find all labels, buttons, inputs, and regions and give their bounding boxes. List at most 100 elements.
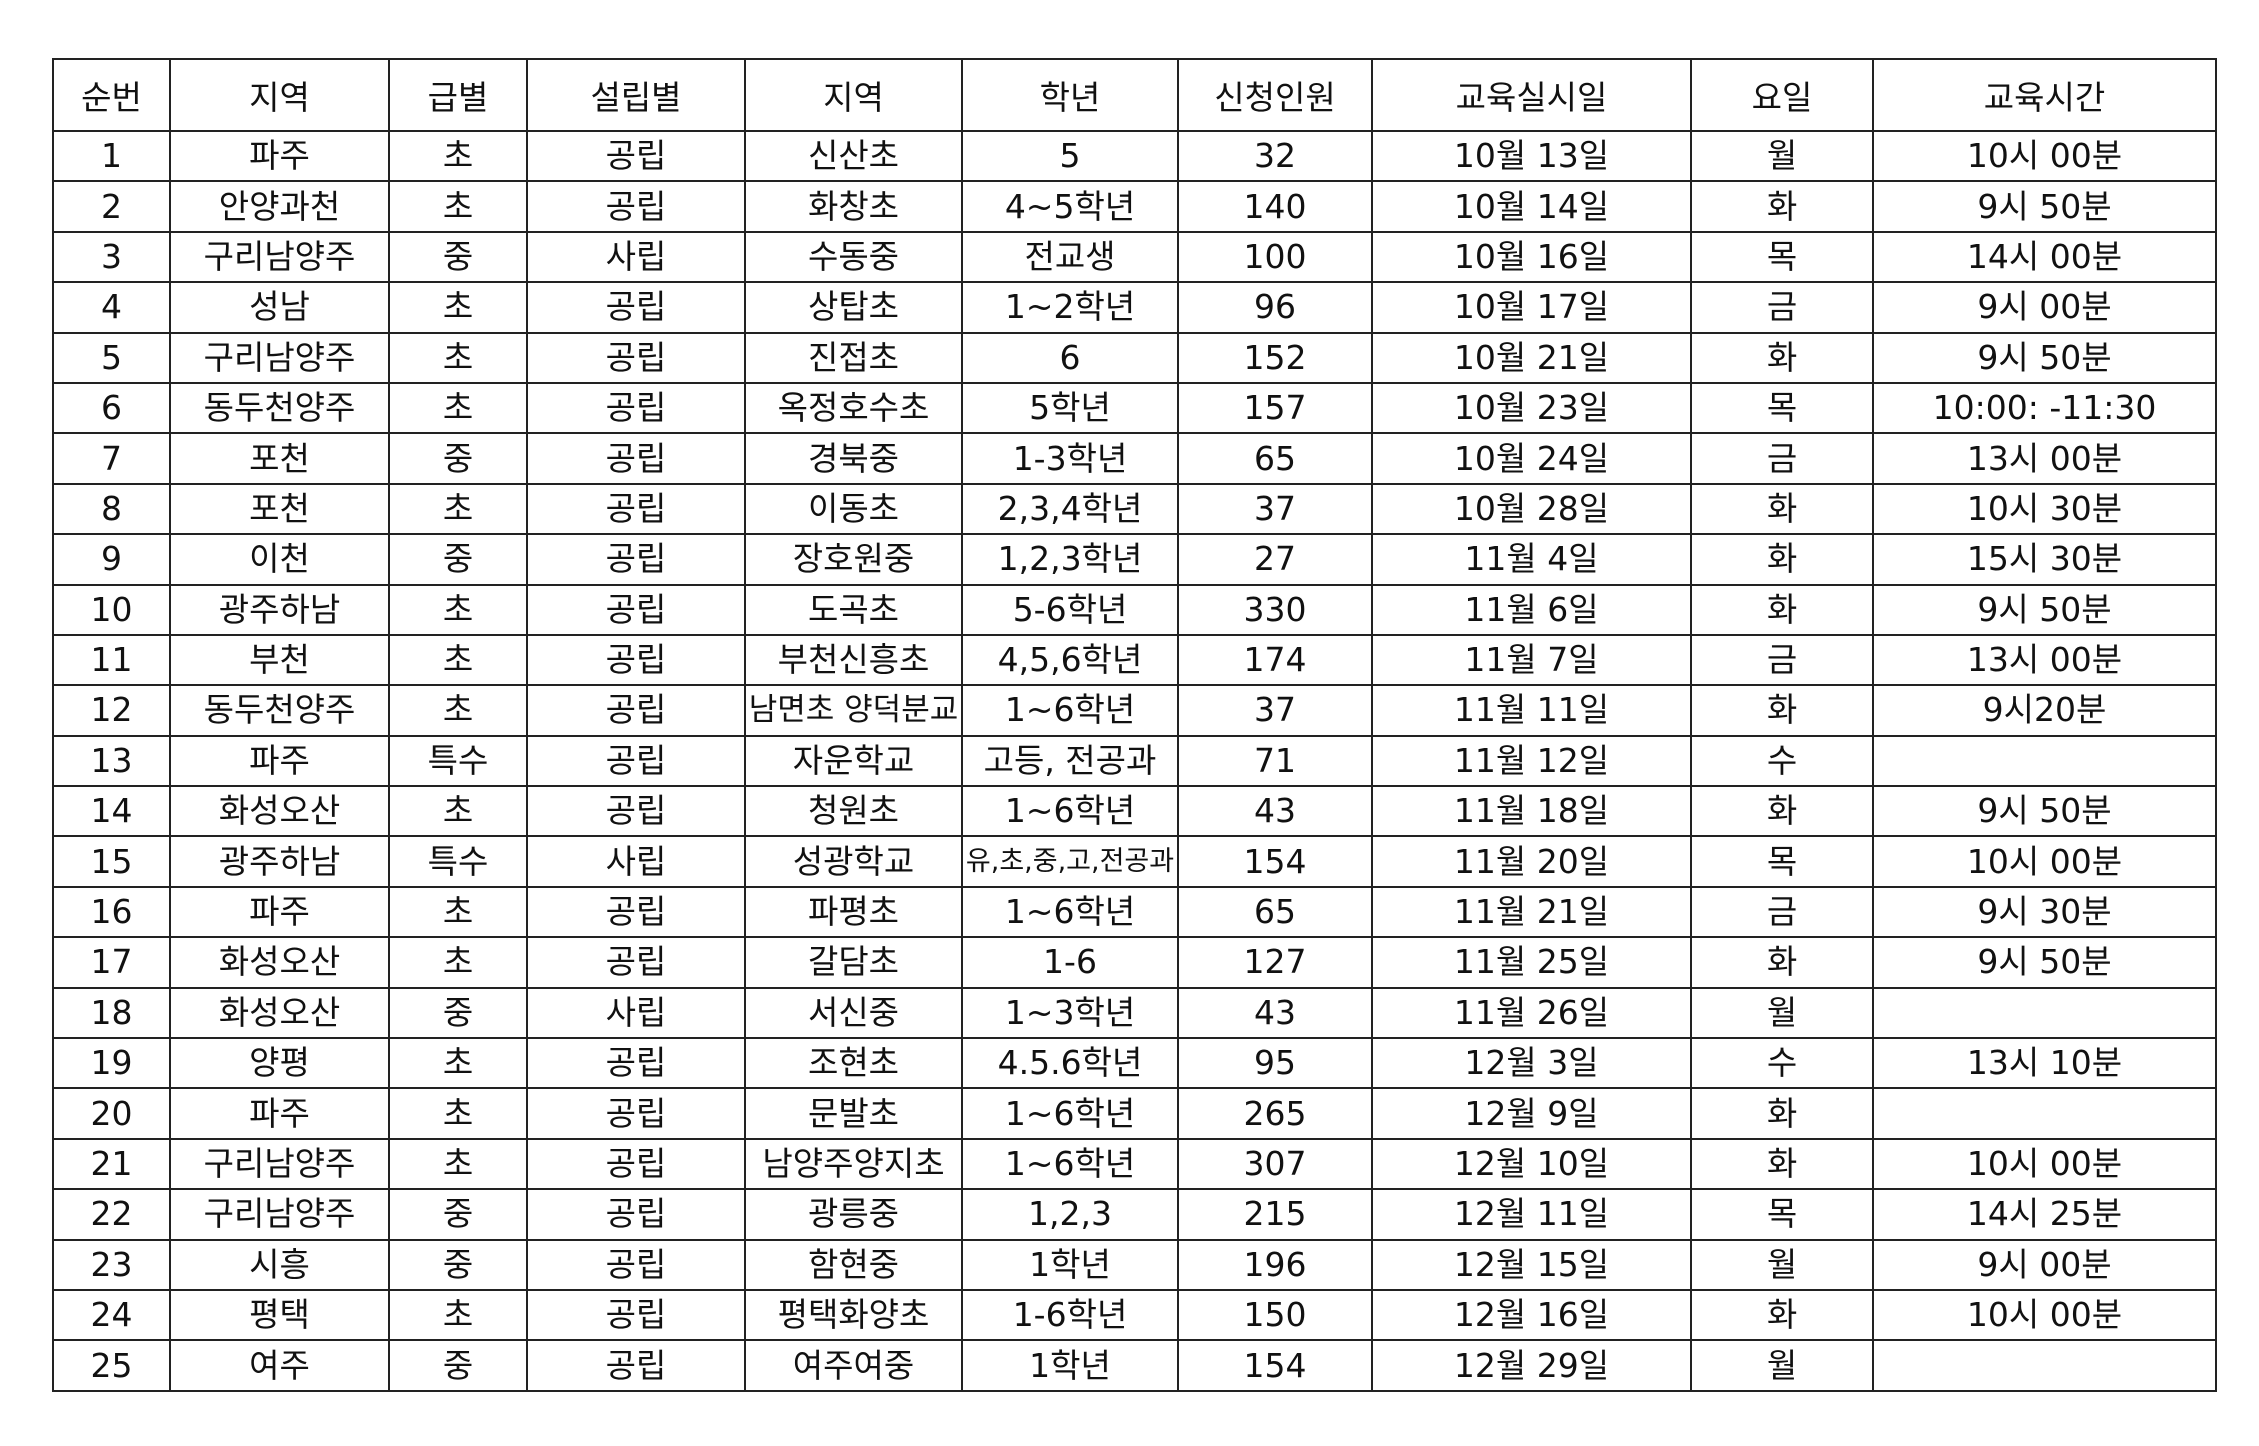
table-cell: 43 [1177,986,1373,1040]
table-cell: 6 [961,331,1179,384]
table-cell: 307 [1177,1137,1373,1191]
table-cell: 10월 24일 [1371,432,1692,485]
table-cell: 공립 [526,533,746,586]
table-cell: 11월 18일 [1371,785,1692,838]
table-cell: 함현중 [744,1238,963,1291]
table-cell: 5-6학년 [961,583,1179,636]
table-cell: 17 [52,936,171,989]
table-cell: 1~6학년 [961,785,1179,838]
table-cell: 청원초 [744,785,963,838]
table-cell: 96 [1177,281,1373,334]
table-cell: 공립 [526,180,746,233]
table-cell: 9시 50분 [1872,583,2217,636]
table-cell: 13시 00분 [1872,633,2217,687]
table-cell: 32 [1177,129,1373,183]
table-cell: 서신중 [744,986,963,1040]
table-cell: 11월 4일 [1371,533,1692,586]
table-cell: 남양주양지초 [744,1137,963,1191]
table-cell: 65 [1177,432,1373,485]
table-cell: 공립 [526,281,746,334]
header-cell: 교육실시일 [1371,58,1692,132]
table-cell: 안양과천 [169,180,390,233]
table-cell: 10시 30분 [1872,482,2217,536]
table-cell: 화성오산 [169,986,390,1040]
table-cell: 65 [1177,885,1373,939]
header-cell: 교육시간 [1872,58,2217,132]
table-cell: 13시 10분 [1872,1037,2217,1090]
table-cell: 초 [388,482,528,536]
table-cell: 초 [388,633,528,687]
table-cell: 12월 16일 [1371,1288,1692,1342]
table-cell: 이동초 [744,482,963,536]
table-row: 25 여주 중 공립 여주여중 1학년 154 12월 29일 월 [52,1339,2217,1392]
table-cell: 파주 [169,129,390,183]
table-cell: 15시 30분 [1872,533,2217,586]
table-cell: 10시 00분 [1872,1288,2217,1342]
table-cell: 9시 50분 [1872,331,2217,384]
table-cell: 중 [388,230,528,284]
table-cell: 공립 [526,1339,746,1392]
table-cell: 도곡초 [744,583,963,636]
empty-cell [1872,986,2217,1040]
table-cell: 화 [1690,1087,1874,1140]
table-cell: 4 [52,281,171,334]
table-cell: 특수 [388,835,528,888]
table-cell: 19 [52,1037,171,1090]
empty-cell [1872,1339,2217,1392]
table-cell: 진접초 [744,331,963,384]
table-cell: 127 [1177,936,1373,989]
table-cell: 4,5,6학년 [961,633,1179,687]
empty-cell [1872,1087,2217,1140]
table-cell: 10시 00분 [1872,129,2217,183]
table-cell: 1-6 [961,936,1179,989]
table-cell: 공립 [526,785,746,838]
table-cell: 중 [388,986,528,1040]
table-cell: 1~6학년 [961,684,1179,737]
table-cell: 초 [388,281,528,334]
table-row: 10 광주하남 초 공립 도곡초 5-6학년 330 11월 6일 화 9시 50분 [52,583,2217,636]
table-cell: 9시 50분 [1872,785,2217,838]
table-cell: 성광학교 [744,835,963,888]
table-cell: 공립 [526,734,746,788]
table-cell: 11월 6일 [1371,583,1692,636]
table-cell: 월 [1690,1238,1874,1291]
table-cell: 공립 [526,936,746,989]
table-cell: 25 [52,1339,171,1392]
table-cell: 공립 [526,381,746,435]
table-cell: 9시20분 [1872,684,2217,737]
table-cell: 초 [388,684,528,737]
table-cell: 화 [1690,785,1874,838]
header-cell: 순번 [52,58,171,132]
table-cell: 11월 11일 [1371,684,1692,737]
table-row: 12 동두천양주 초 공립 남면초 양덕분교 1~6학년 37 11월 11일 화 9시20분 [52,684,2217,737]
table-cell: 10:00: -11:30 [1872,381,2217,435]
table-cell: 경북중 [744,432,963,485]
table-cell: 10월 23일 [1371,381,1692,435]
table-cell: 2 [52,180,171,233]
table-cell: 215 [1177,1188,1373,1241]
table-cell: 20 [52,1087,171,1140]
table-cell: 12월 29일 [1371,1339,1692,1392]
header-cell: 학년 [961,58,1179,132]
table-cell: 화 [1690,936,1874,989]
table-row: 16 파주 초 공립 파평초 1~6학년 65 11월 21일 금 9시 30분 [52,885,2217,939]
table-cell: 공립 [526,684,746,737]
table-cell: 목 [1690,381,1874,435]
table-cell: 초 [388,936,528,989]
table-cell: 공립 [526,1188,746,1241]
table-cell: 월 [1690,986,1874,1040]
table-cell: 174 [1177,633,1373,687]
table-cell: 여주여중 [744,1339,963,1392]
table-cell: 11월 25일 [1371,936,1692,989]
table-cell: 1~6학년 [961,1087,1179,1140]
table-cell: 자운학교 [744,734,963,788]
table-cell: 196 [1177,1238,1373,1291]
table-cell: 71 [1177,734,1373,788]
table-cell: 수 [1690,734,1874,788]
table-cell: 신산초 [744,129,963,183]
table-cell: 140 [1177,180,1373,233]
table-cell: 12월 3일 [1371,1037,1692,1090]
table-cell: 9시 00분 [1872,281,2217,334]
table-cell: 수 [1690,1037,1874,1090]
table-cell: 10월 21일 [1371,331,1692,384]
